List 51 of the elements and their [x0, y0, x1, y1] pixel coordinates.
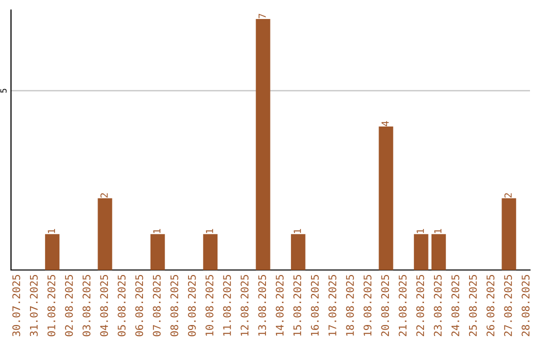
x-tick-label: 03.08.2025	[82, 275, 90, 336]
bar	[98, 198, 112, 270]
data-label: 2	[504, 193, 512, 198]
bar	[45, 234, 60, 270]
bar	[378, 126, 394, 270]
x-tick-label: 09.08.2025	[188, 275, 196, 336]
x-tick-label: 16.08.2025	[310, 275, 319, 336]
x-tick-label: 11.08.2025	[223, 275, 231, 336]
x-tick-label: 07.08.2025	[152, 275, 161, 336]
x-tick-label: 02.08.2025	[65, 275, 73, 336]
x-tick-label: 22.08.2025	[416, 275, 424, 336]
x-tick-label: 10.08.2025	[206, 275, 214, 336]
x-tick-label: 23.08.2025	[434, 275, 442, 336]
data-label: 1	[294, 228, 301, 233]
x-tick-label: 13.08.2025	[258, 275, 266, 336]
x-tick-label: 20.08.2025	[381, 275, 390, 336]
x-tick-label: 30.07.2025	[12, 275, 20, 336]
x-tick-label: 04.08.2025	[100, 275, 108, 336]
x-tick-label: 18.08.2025	[346, 275, 354, 336]
data-label: 1	[434, 228, 442, 233]
x-tick-label: 06.08.2025	[135, 275, 144, 336]
x-tick-label: 17.08.2025	[328, 275, 336, 336]
bar	[502, 198, 516, 270]
bar	[431, 234, 446, 270]
x-tick-label: 25.08.2025	[468, 275, 477, 336]
x-tick-label: 01.08.2025	[47, 275, 56, 336]
x-tick-label: 14.08.2025	[276, 275, 284, 336]
x-tick-label: 31.07.2025	[30, 275, 38, 336]
data-label: 1	[416, 228, 424, 233]
x-tick-label: 12.08.2025	[240, 275, 249, 336]
x-tick-label: 28.08.2025	[522, 275, 530, 336]
x-tick-label: 15.08.2025	[293, 275, 302, 336]
x-tick-label: 27.08.2025	[504, 275, 512, 336]
x-tick-label: 08.08.2025	[170, 275, 178, 336]
x-tick-label: 05.08.2025	[118, 275, 126, 336]
data-label: 4	[382, 121, 389, 126]
data-label: 7	[258, 14, 266, 18]
x-tick-label: 26.08.2025	[486, 275, 494, 336]
x-tick-label: 19.08.2025	[364, 275, 372, 336]
data-label: 2	[100, 193, 108, 198]
bar	[256, 18, 270, 270]
bar	[414, 234, 428, 270]
x-tick-label: 21.08.2025	[398, 275, 407, 336]
bar	[290, 234, 306, 270]
x-tick-label: 24.08.2025	[451, 275, 460, 336]
bar	[203, 234, 218, 270]
data-label: 1	[48, 228, 55, 233]
y-tick-label: 5	[0, 88, 7, 93]
data-label: 1	[153, 228, 160, 233]
data-label: 1	[206, 228, 214, 233]
bar	[150, 234, 165, 270]
